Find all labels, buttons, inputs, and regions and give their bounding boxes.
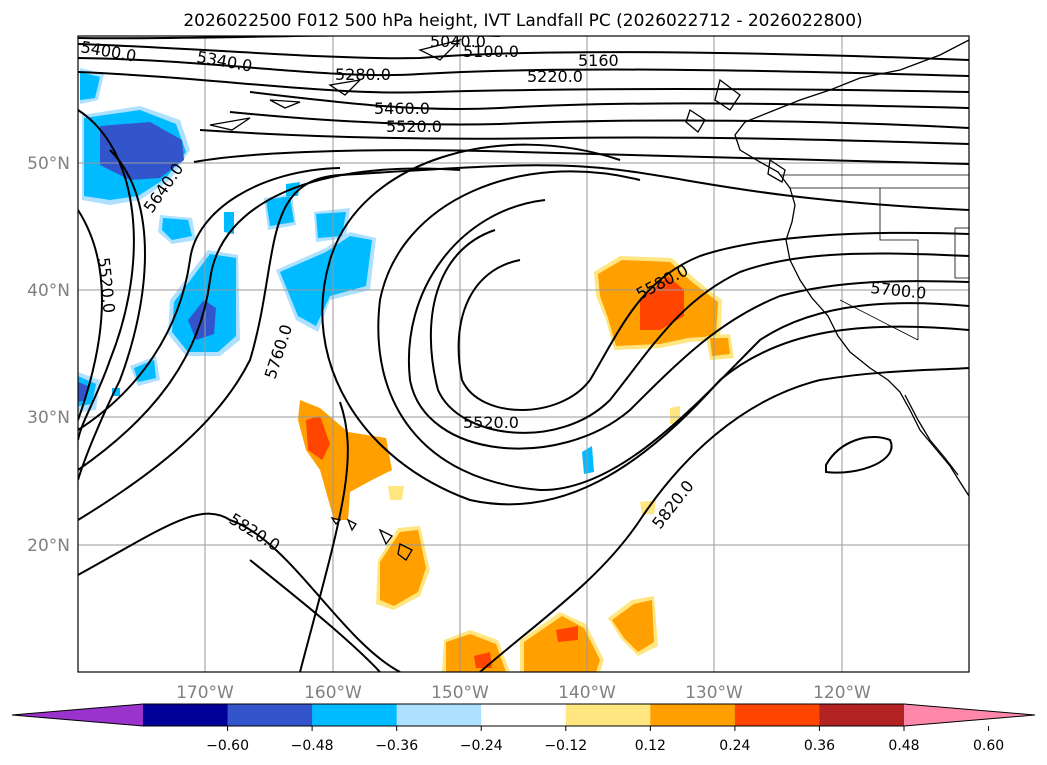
- colorbar-segment: [227, 704, 313, 726]
- graticule: [78, 36, 969, 672]
- contour-label: 5220.0: [527, 67, 583, 86]
- colorbar-segment: [734, 704, 820, 726]
- y-tick-label: 20°N: [27, 536, 70, 556]
- y-axis-ticks: 20°N 30°N 40°N 50°N: [27, 154, 70, 556]
- colorbar-tick-label: 0.12: [635, 738, 666, 754]
- map-frame: [77, 35, 970, 673]
- colorbar-tick-label: −0.36: [375, 738, 418, 754]
- chart-title: 2026022500 F012 500 hPa height, IVT Land…: [183, 11, 862, 31]
- x-tick-label: 140°W: [558, 683, 616, 703]
- x-axis-ticks: 170°W 160°W 150°W 140°W 130°W 120°W: [176, 683, 871, 703]
- colorbar: −0.60 −0.48 −0.36 −0.24 −0.12 0.12 0.24 0.36 0.4…: [11, 703, 1036, 754]
- contour-label: 5040.0: [430, 32, 486, 51]
- colorbar-tick-label: −0.12: [544, 738, 587, 754]
- colorbar-segment: [396, 704, 482, 726]
- map-background: [78, 36, 969, 672]
- colorbar-extend-high: [904, 704, 1035, 726]
- contour-label: 5160: [578, 51, 619, 70]
- colorbar-segment: [819, 704, 905, 726]
- y-tick-label: 50°N: [27, 154, 70, 174]
- colorbar-extend-low: [12, 704, 143, 726]
- colorbar-segment: [481, 704, 567, 726]
- height-contours: [78, 36, 969, 672]
- contour-label: 5460.0: [374, 99, 430, 118]
- colorbar-tick-label: −0.24: [460, 738, 503, 754]
- colorbar-tick-label: 0.36: [804, 738, 835, 754]
- colorbar-tick-label: −0.48: [291, 738, 334, 754]
- x-tick-label: 150°W: [431, 683, 489, 703]
- colorbar-tick-label: 0.48: [888, 738, 919, 754]
- coastlines: [209, 38, 969, 561]
- contour-label: 5520.0: [386, 117, 442, 136]
- colorbar-segment: [312, 704, 398, 726]
- colorbar-outline: [11, 703, 1036, 727]
- ivt-positive-shading: [298, 256, 734, 672]
- colorbar-segment: [143, 704, 229, 726]
- contour-label: 5280.0: [335, 65, 391, 84]
- colorbar-segment: [650, 704, 736, 726]
- x-tick-label: 130°W: [685, 683, 743, 703]
- colorbar-segment: [565, 704, 651, 726]
- colorbar-tick-label: −0.60: [206, 738, 249, 754]
- x-tick-label: 170°W: [176, 683, 234, 703]
- contour-label: 5520.0: [463, 413, 519, 432]
- x-tick-label: 120°W: [813, 683, 871, 703]
- map-panel: 5400.0 5340.0 5280.0 5460.0 5520.0 5640.…: [77, 32, 970, 673]
- y-tick-label: 30°N: [27, 408, 70, 428]
- contour-label: 5100.0: [463, 42, 519, 61]
- x-tick-label: 160°W: [304, 683, 362, 703]
- colorbar-tick-label: 0.24: [719, 738, 750, 754]
- y-tick-label: 40°N: [27, 281, 70, 301]
- colorbar-tick-label: 0.60: [973, 738, 1004, 754]
